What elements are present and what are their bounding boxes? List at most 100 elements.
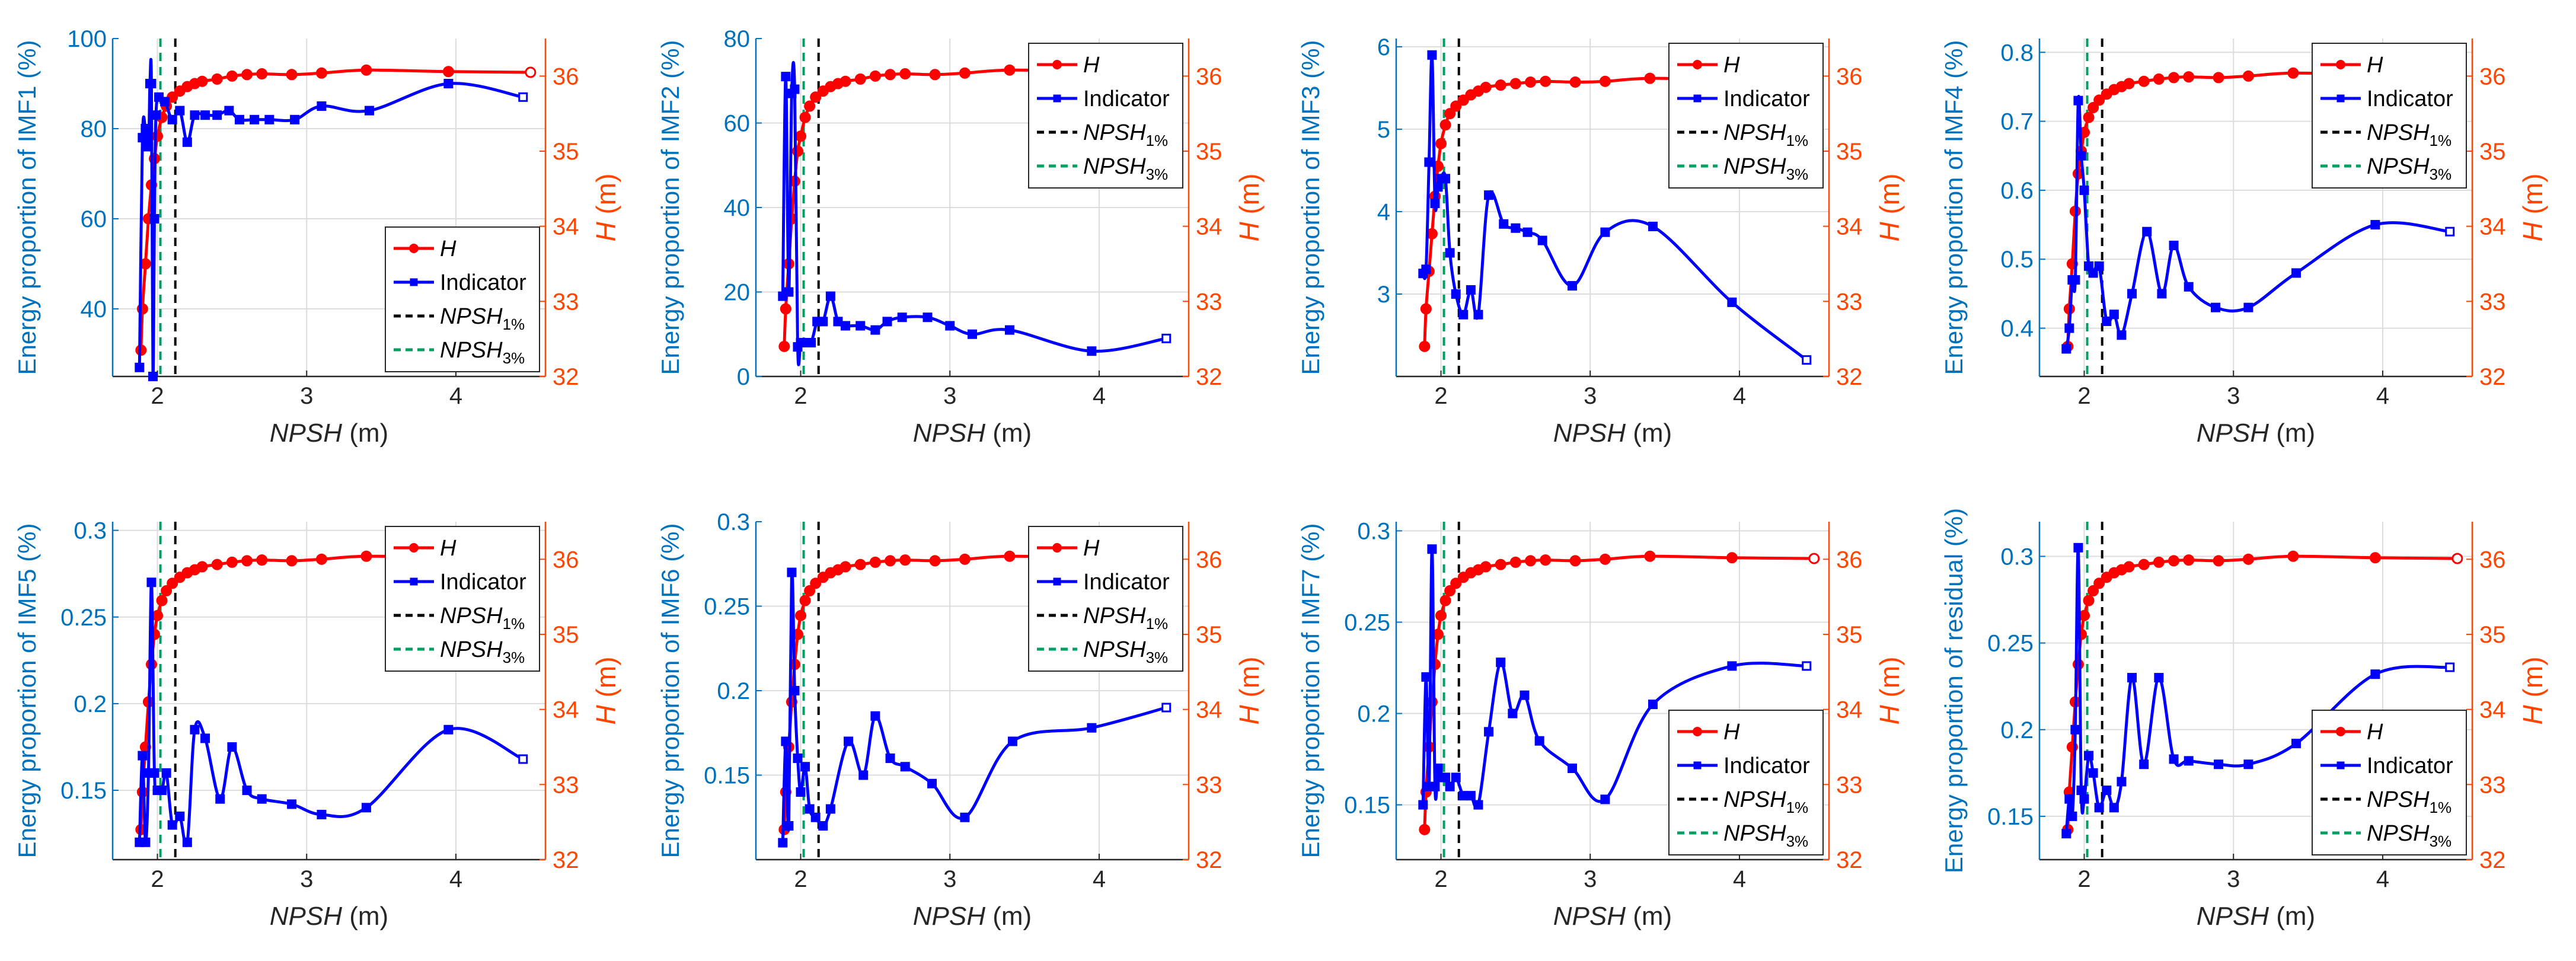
x-tick-label: 3 [2227,383,2240,409]
indicator-point [227,742,237,752]
legend-label: Indicator [1083,570,1170,595]
h-point [525,66,537,78]
h-point [2242,553,2254,565]
indicator-point [2067,811,2077,821]
indicator-point [781,736,791,746]
indicator-point [927,778,937,788]
x-tick-label: 4 [449,866,462,892]
h-point [2138,558,2150,570]
legend-item-npsh1: NPSH1% [1037,604,1168,633]
indicator-point [870,325,880,335]
legend-item-indicator: Indicator [1037,570,1170,595]
indicator-point [818,317,828,327]
y2-tick-label: 35 [2479,139,2506,165]
legend-label: NPSH1% [440,304,525,333]
legend-label: NPSH3% [2367,821,2451,850]
y-tick-label: 0.3 [1357,518,1390,544]
h-point [2083,595,2095,606]
h-point [1808,553,1820,564]
legend-item-h: H [394,237,457,261]
legend-item-npsh1: NPSH1% [2320,787,2451,816]
h-point [241,555,253,567]
h-point [2213,555,2224,567]
indicator-point [2094,803,2104,813]
h-point [1569,555,1581,567]
h-point [2168,555,2180,567]
indicator-point [1451,772,1461,783]
indicator-point [787,567,797,577]
h-point [804,100,816,112]
legend-item-npsh3: NPSH3% [394,637,525,666]
indicator-point [149,214,159,224]
indicator-point [1421,264,1431,274]
indicator-point [2076,151,2086,161]
h-point [1004,550,1016,562]
indicator-point [922,312,933,323]
indicator-point [2291,268,2301,278]
legend-item-indicator: Indicator [2320,87,2453,111]
legend-marker [1693,94,1702,103]
legend-label: NPSH3% [1723,821,1808,850]
indicator-point [2061,344,2071,354]
indicator-point [175,106,185,116]
indicator-point [160,97,170,107]
legend-item-h: H [1037,536,1100,561]
y-tick-label: 80 [724,26,751,52]
indicator-point [2102,786,2112,796]
y-tick-label: 0.3 [74,518,107,544]
legend-item-indicator: Indicator [1037,87,1170,111]
indicator-point [2070,275,2080,285]
indicator-point [2117,330,2127,340]
legend-label: Indicator [440,270,526,295]
series-indicator [2061,542,2455,839]
indicator-point [518,92,528,102]
indicator-point [2184,282,2194,292]
h-point [442,66,454,78]
indicator-point [200,733,210,743]
indicator-point [190,110,200,120]
y2-tick-label: 32 [1196,847,1222,873]
indicator-point [1418,800,1428,810]
x-axis-label: NPSH (m) [913,902,1032,931]
legend-label: H [440,237,457,261]
h-point [899,68,911,80]
y2-tick-label: 32 [2479,364,2506,390]
h-point [2153,556,2165,568]
h-point [167,577,178,589]
y-tick-label: 0.3 [717,509,750,535]
indicator-point [264,114,274,124]
h-point [2287,550,2299,562]
y-axis-label: Energy proportion of IMF7 (%) [1297,523,1324,858]
x-axis-label: NPSH (m) [2197,419,2315,448]
y2-tick-label: 35 [553,139,579,165]
legend-item-h: H [394,536,457,561]
legend-label: Indicator [1723,87,1810,111]
x-tick-label: 2 [1434,866,1447,892]
y2-tick-label: 33 [2479,289,2506,315]
h-point [156,595,168,606]
indicator-point [1727,297,1737,307]
indicator-point [167,820,177,830]
y2-tick-label: 36 [2479,63,2506,90]
indicator-point [1802,355,1812,365]
h-point [799,595,811,606]
y2-tick-label: 35 [1196,622,1222,648]
h-point [2079,609,2090,621]
legend-label: NPSH1% [1083,120,1168,149]
indicator-point [1648,221,1658,231]
indicator-point [364,106,374,116]
y2-axis-label: H (m) [2517,174,2548,242]
indicator-point [833,317,843,327]
indicator-point [215,794,225,804]
x-axis-label: NPSH (m) [1553,419,1672,448]
indicator-point [2169,240,2179,250]
indicator-point [784,821,794,831]
h-point [1435,138,1447,149]
